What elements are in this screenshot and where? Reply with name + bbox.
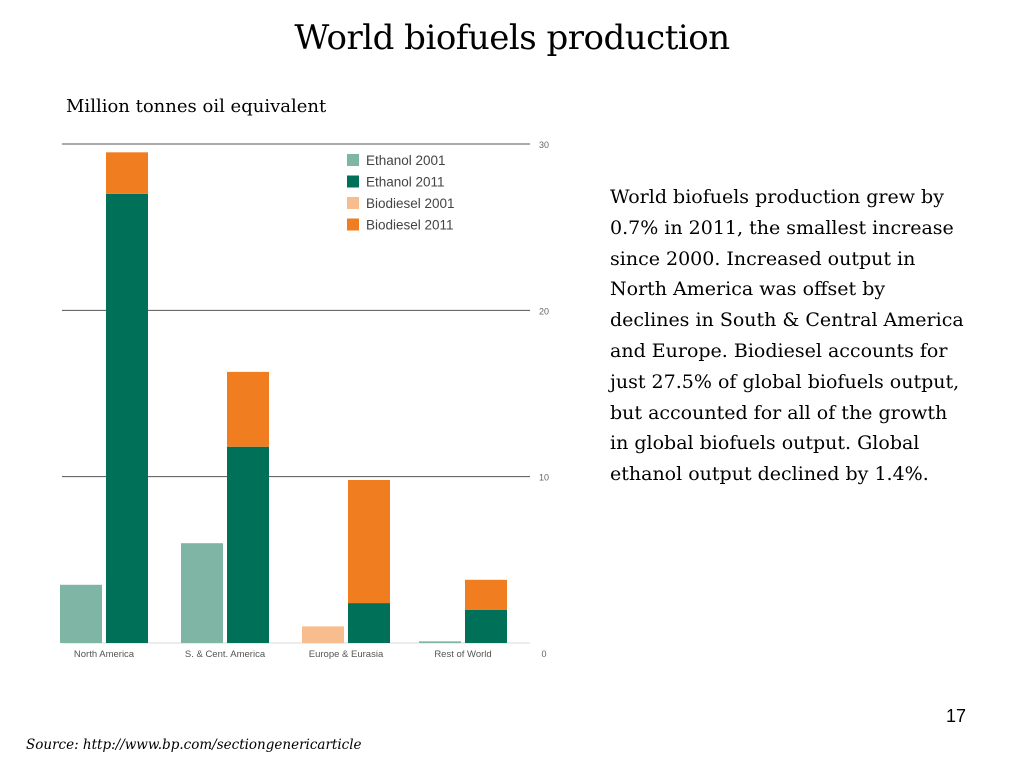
legend-swatch	[347, 197, 359, 209]
category-label: Rest of World	[434, 649, 491, 660]
chart-bars	[60, 152, 507, 643]
legend-swatch	[347, 218, 359, 231]
slide-title: World biofuels production	[294, 18, 730, 58]
legend-label: Biodiesel 2001	[366, 196, 455, 211]
bar-biodiesel-2011	[465, 579, 507, 610]
page-number: 17	[945, 706, 966, 726]
legend-label: Biodiesel 2011	[366, 218, 454, 233]
chart-subtitle: Million tonnes oil equivalent	[66, 96, 327, 117]
y-tick-label: 20	[539, 306, 549, 316]
bar-ethanol-2011	[348, 603, 390, 643]
bar-biodiesel-2011	[106, 152, 148, 194]
bar-biodiesel-2011	[227, 371, 269, 447]
chart-y-ticks: 0 10 20 30	[539, 140, 549, 659]
category-label: North America	[74, 649, 135, 660]
commentary-text: World biofuels production grew by 0.7% i…	[610, 186, 964, 486]
category-label: S. & Cent. America	[185, 649, 266, 660]
source-note: Source: http://www.bp.com/sectiongeneric…	[26, 737, 362, 753]
bar-ethanol-2011	[227, 446, 269, 643]
bar-ethanol-2011	[106, 193, 148, 643]
bar-ethanol-2001	[60, 584, 102, 643]
legend-label: Ethanol 2011	[366, 175, 445, 190]
y-tick-label: 30	[539, 140, 549, 150]
bar-ethanol-2001	[181, 543, 223, 643]
bar-ethanol-2011	[465, 609, 507, 643]
legend-swatch	[347, 175, 359, 188]
bar-biodiesel-2001	[302, 626, 344, 643]
category-label: Europe & Eurasia	[309, 649, 384, 660]
y-tick-label: 0	[541, 649, 546, 659]
chart-category-labels: North America S. & Cent. America Europe & …	[74, 649, 492, 660]
bar-ethanol-2001	[419, 641, 461, 643]
chart-legend: Ethanol 2001 Ethanol 2011 Biodiesel 2001 Bi…	[347, 153, 455, 233]
legend-label: Ethanol 2001	[366, 153, 446, 168]
bar-biodiesel-2011	[348, 479, 390, 604]
y-tick-label: 10	[539, 473, 549, 483]
legend-swatch	[347, 154, 359, 166]
